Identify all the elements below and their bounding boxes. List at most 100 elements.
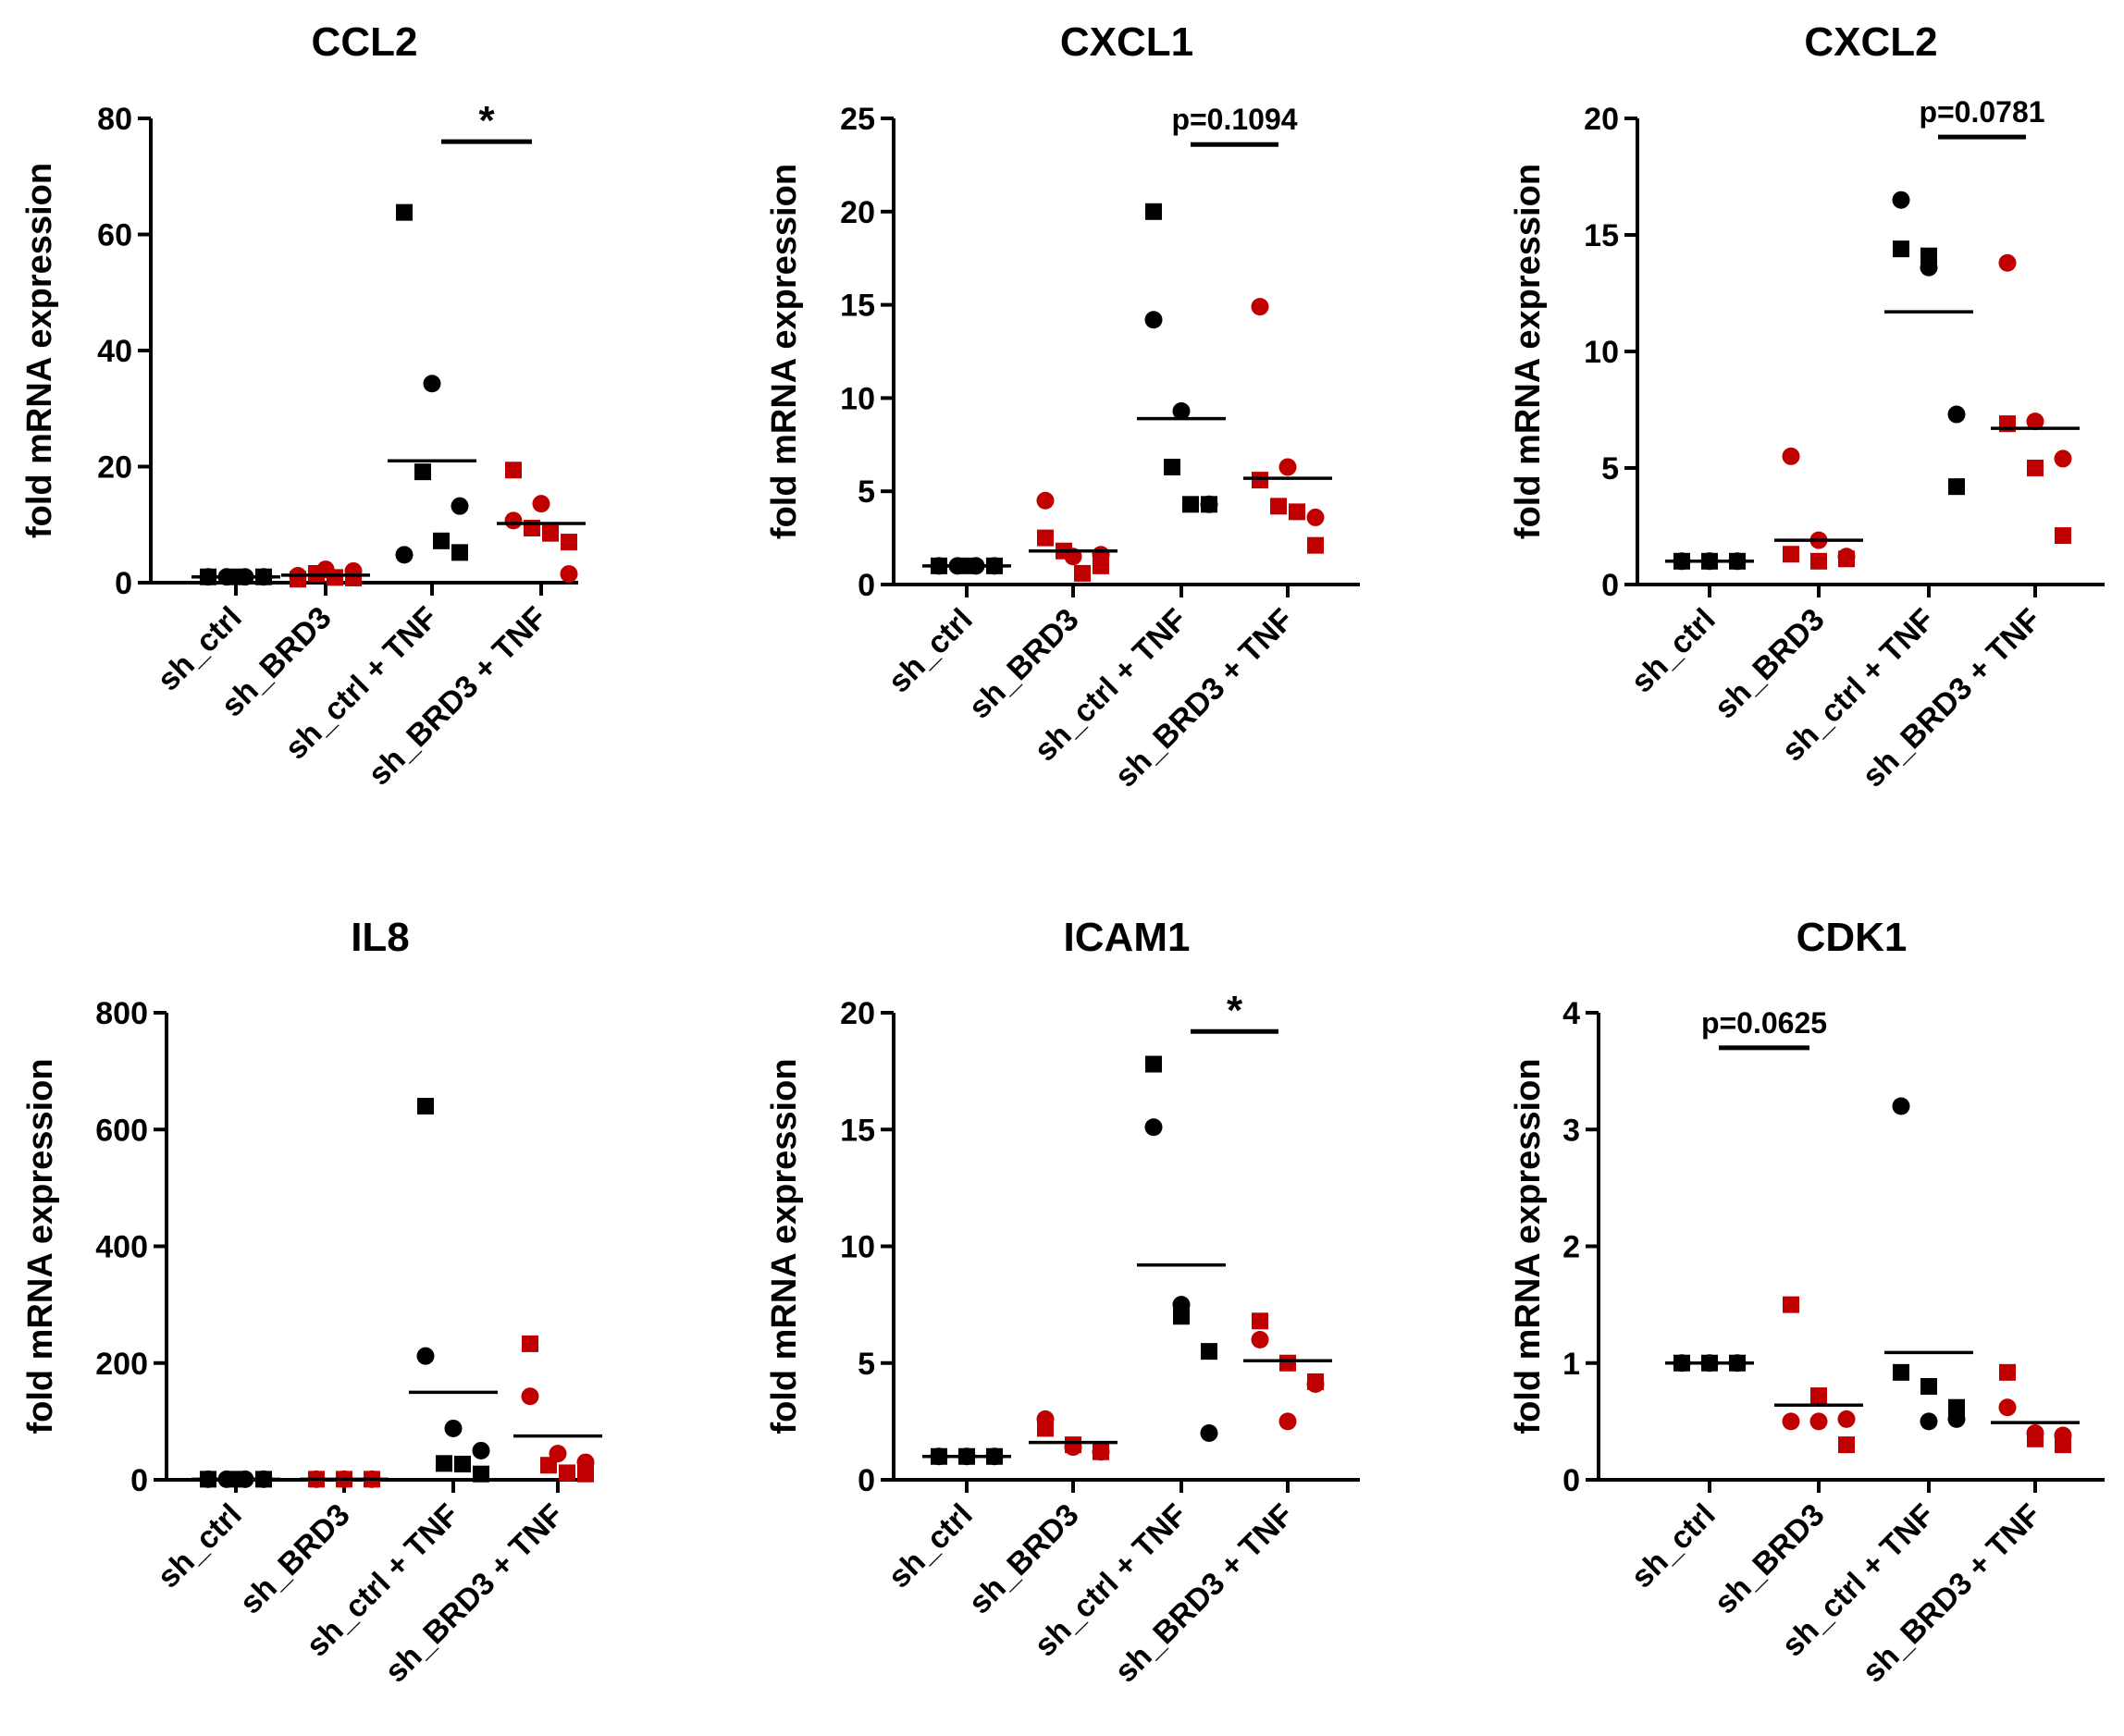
- data-point-square: [1252, 1312, 1268, 1330]
- data-point-square: [1893, 240, 1909, 258]
- data-point-square: [2027, 1430, 2044, 1447]
- significance-label: *: [478, 98, 495, 143]
- data-point-square: [1182, 496, 1199, 513]
- data-point-circle: [1251, 298, 1269, 316]
- data-point-square: [542, 524, 559, 542]
- data-point-square: [1948, 1398, 1965, 1416]
- x-tick-label: sh_ctrl: [1624, 602, 1723, 700]
- data-point-circle: [423, 375, 441, 393]
- data-point-circle: [1251, 1331, 1269, 1348]
- x-tick-label: sh_BRD3 + TNF: [1108, 602, 1301, 794]
- data-point-circle: [560, 565, 578, 584]
- data-point-circle: [1278, 458, 1297, 476]
- y-tick-label: 15: [840, 1113, 875, 1148]
- data-point-circle: [1947, 405, 1966, 424]
- data-point-circle: [1782, 447, 1800, 465]
- data-point-circle: [1892, 191, 1910, 209]
- data-point-square: [1893, 1363, 1909, 1381]
- y-tick-label: 2: [1562, 1230, 1580, 1265]
- data-point-circle: [416, 1347, 435, 1365]
- y-tick-label: 4: [1562, 996, 1580, 1031]
- y-tick-label: 0: [115, 566, 132, 601]
- y-tick-label: 10: [840, 381, 875, 416]
- data-point-square: [1093, 557, 1109, 574]
- chart-title-il8: IL8: [351, 915, 410, 960]
- data-point-square: [2027, 460, 2044, 476]
- data-point-square: [1920, 1378, 1937, 1395]
- y-tick-label: 10: [840, 1230, 875, 1265]
- y-tick-label: 0: [858, 1463, 875, 1498]
- data-point-square: [1201, 1343, 1217, 1360]
- data-point-square: [559, 1464, 575, 1482]
- data-point-square: [1838, 550, 1855, 568]
- y-tick-label: 5: [858, 1347, 875, 1382]
- data-point-square: [454, 1455, 471, 1472]
- data-point-circle: [2026, 412, 2044, 431]
- y-tick-label: 3: [1562, 1113, 1580, 1148]
- data-point-square: [561, 534, 577, 551]
- data-point-square: [2055, 1436, 2071, 1454]
- data-point-circle: [1278, 1412, 1297, 1431]
- data-point-square: [1270, 498, 1287, 515]
- y-tick-label: 0: [858, 568, 875, 603]
- y-tick-label: 20: [1584, 102, 1619, 137]
- data-point-square: [522, 1335, 538, 1352]
- data-point-square: [396, 203, 413, 221]
- data-point-square: [327, 569, 343, 586]
- data-point-square: [436, 1455, 452, 1472]
- x-tick-label: sh_BRD3 + TNF: [378, 1497, 571, 1690]
- y-tick-label: 0: [130, 1463, 148, 1498]
- chart-title-cxcl2: CXCL2: [1804, 19, 1937, 65]
- data-point-circle: [532, 495, 550, 513]
- data-point-square: [1810, 1387, 1827, 1405]
- data-point-square: [1252, 472, 1268, 489]
- data-point-square: [1838, 1436, 1855, 1454]
- data-point-square: [1810, 552, 1827, 570]
- data-point-circle: [1172, 402, 1191, 421]
- chart-title-cdk1: CDK1: [1797, 915, 1908, 960]
- data-point-square: [1783, 1296, 1799, 1313]
- y-tick-label: 0: [1562, 1463, 1580, 1498]
- y-tick-label: 40: [97, 334, 132, 369]
- y-axis-label: fold mRNA expression: [765, 1058, 804, 1434]
- y-tick-label: 400: [95, 1230, 148, 1265]
- data-point-circle: [1809, 1412, 1828, 1431]
- data-point-circle: [521, 1387, 539, 1406]
- data-point-circle: [2054, 449, 2072, 468]
- x-tick-label: sh_ctrl: [1624, 1497, 1723, 1595]
- data-point-square: [345, 569, 362, 586]
- y-tick-label: 20: [97, 450, 132, 486]
- data-point-square: [1289, 503, 1305, 521]
- data-point-circle: [1200, 1424, 1218, 1442]
- data-point-square: [1173, 1308, 1190, 1325]
- data-point-square: [1920, 247, 1937, 265]
- y-axis-label: fold mRNA expression: [765, 164, 804, 539]
- significance-label: *: [1227, 988, 1243, 1033]
- y-tick-label: 800: [95, 996, 148, 1031]
- y-tick-label: 0: [1601, 568, 1619, 603]
- data-point-circle: [1144, 311, 1163, 329]
- y-tick-label: 5: [1601, 451, 1619, 486]
- y-tick-label: 20: [840, 996, 875, 1031]
- data-point-square: [290, 571, 306, 588]
- data-point-circle: [1144, 1118, 1163, 1137]
- data-point-circle: [1306, 508, 1325, 526]
- data-point-circle: [1036, 491, 1055, 510]
- y-tick-label: 200: [95, 1347, 148, 1382]
- x-tick-label: sh_BRD3 + TNF: [1856, 602, 2048, 794]
- data-point-square: [1201, 496, 1217, 513]
- y-tick-label: 5: [858, 474, 875, 510]
- chart-title-ccl2: CCL2: [312, 19, 418, 65]
- y-tick-label: 20: [840, 195, 875, 230]
- y-tick-label: 15: [1584, 218, 1619, 253]
- y-tick-label: 25: [840, 102, 875, 137]
- data-point-circle: [1782, 1412, 1800, 1431]
- data-point-square: [1065, 1436, 1081, 1454]
- y-axis-label: fold mRNA expression: [20, 163, 59, 538]
- x-tick-label: sh_ctrl: [882, 602, 980, 700]
- data-point-square: [473, 1465, 489, 1483]
- data-point-square: [2055, 527, 2071, 545]
- significance-label: p=0.1094: [1171, 103, 1297, 136]
- data-point-square: [308, 564, 325, 582]
